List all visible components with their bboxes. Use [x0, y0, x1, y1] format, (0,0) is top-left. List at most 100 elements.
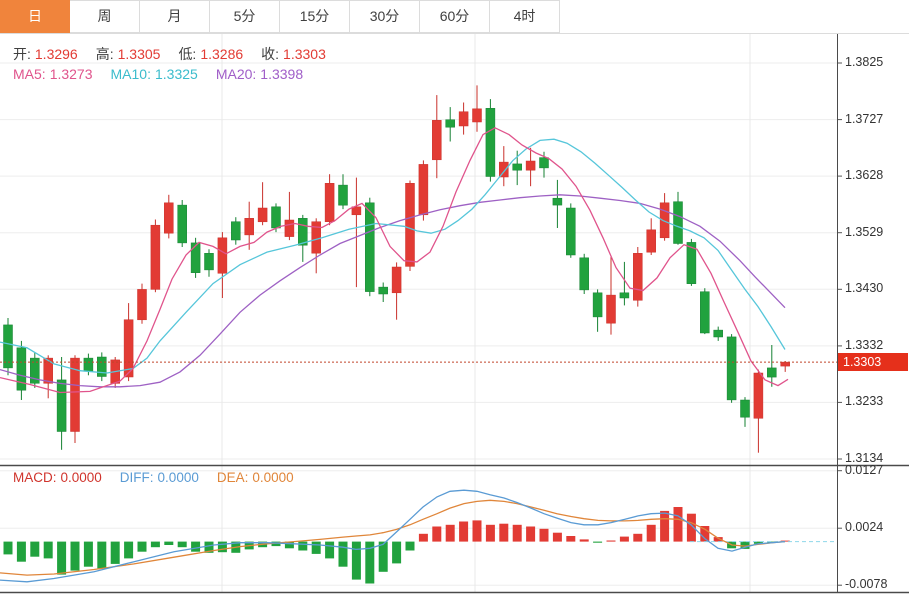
legend-item: DEA: 0.0000: [217, 470, 298, 485]
candle: [3, 318, 13, 376]
candle: [659, 193, 670, 241]
candle: [525, 147, 536, 187]
price-axis-label: 1.3628: [845, 168, 884, 183]
vertical-gridlines: [221, 34, 751, 592]
legend-label: MA5:: [13, 66, 46, 82]
legend-label: DEA:: [216, 470, 249, 485]
legend-value: 1.3398: [260, 66, 304, 82]
candle: [190, 237, 201, 278]
legend-item: 高: 1.3305: [96, 46, 165, 62]
macd-axis-label: 0.0024: [845, 520, 884, 535]
legend-value: 1.3303: [283, 46, 326, 62]
legend-label: 开:: [13, 46, 31, 62]
legend-item: 收: 1.3303: [261, 46, 330, 62]
candle: [405, 180, 415, 271]
ma10-line: [0, 138, 786, 374]
legend-label: DIFF:: [119, 470, 154, 485]
candle: [391, 262, 402, 320]
candle: [740, 397, 750, 427]
candle: [150, 219, 161, 293]
candle: [137, 283, 147, 324]
candle: [351, 177, 362, 288]
candle: [579, 253, 589, 294]
legend-value: 1.3325: [154, 66, 198, 82]
candle: [566, 203, 576, 258]
interval-tab[interactable]: 月: [140, 0, 210, 33]
macd-axis-label: 0.0127: [845, 462, 884, 477]
candle: [177, 200, 187, 247]
legend-item: MA10: 1.3325: [111, 66, 202, 82]
price-axis-label: 1.3727: [845, 111, 884, 126]
price-axis-label: 1.3332: [845, 337, 884, 352]
candle: [418, 160, 429, 221]
interval-tab[interactable]: 15分: [280, 0, 350, 33]
candle: [123, 303, 134, 382]
price-axis-label: 1.3825: [845, 55, 884, 69]
diff-line: [0, 489, 786, 583]
macd-histogram: [3, 507, 790, 584]
interval-tab[interactable]: 周: [70, 0, 140, 33]
candle: [472, 85, 482, 132]
price-axis-label: 1.3134: [845, 450, 884, 465]
legend-label: MACD:: [13, 470, 57, 485]
candle: [619, 261, 630, 306]
legend-item: DIFF: 0.0000: [120, 470, 203, 485]
candle: [713, 326, 723, 341]
price-axis-label: 1.3529: [845, 224, 884, 239]
legend-label: 收:: [261, 46, 280, 62]
macd-gridlines: [0, 470, 837, 586]
legend-label: MA10:: [110, 66, 151, 82]
legend-value: 1.3296: [34, 46, 78, 62]
legend-label: MA20:: [215, 66, 257, 82]
candle: [257, 182, 268, 226]
ohlc-quote-row: 开: 1.3296 高: 1.3305 低: 1.3286 收: 1.3303: [13, 44, 344, 64]
legend-value: 1.3273: [49, 66, 93, 82]
candle: [231, 217, 241, 245]
interval-tab[interactable]: 日: [0, 0, 70, 33]
legend-value: 0.0000: [252, 470, 294, 485]
interval-tab[interactable]: 5分: [210, 0, 280, 33]
candle: [30, 352, 40, 388]
legend-item: MACD: 0.0000: [13, 470, 106, 485]
macd-axis-label: -0.0078: [845, 577, 888, 592]
price-axis-label: 1.3430: [845, 281, 884, 296]
legend-value: 0.0000: [157, 470, 199, 485]
candle: [244, 201, 254, 250]
candle: [16, 340, 27, 400]
candle: [284, 191, 295, 241]
candle: [365, 197, 375, 297]
candle: [673, 191, 683, 245]
panel-borders: [0, 34, 909, 594]
legend-value: 1.3286: [200, 46, 244, 62]
candle: [485, 99, 496, 182]
candle: [700, 288, 710, 335]
candle: [324, 174, 335, 226]
legend-item: 低: 1.3286: [178, 46, 247, 62]
interval-tab[interactable]: 30分: [350, 0, 420, 33]
macd-legend-row: MACD: 0.0000 DIFF: 0.0000 DEA: 0.0000: [13, 470, 312, 485]
candlestick-series: [3, 85, 790, 453]
candle: [633, 247, 643, 307]
ma-legend-row: MA5: 1.3273 MA10: 1.3325 MA20: 1.3398: [13, 66, 321, 82]
ma5-line: [0, 127, 789, 394]
candle: [780, 361, 790, 372]
legend-item: MA5: 1.3273: [13, 66, 97, 82]
candle: [606, 256, 616, 335]
interval-tab[interactable]: 60分: [420, 0, 490, 33]
interval-tab[interactable]: 4时: [490, 0, 560, 33]
candle: [432, 95, 442, 179]
legend-label: 低:: [178, 46, 197, 62]
candle: [726, 334, 737, 403]
candle: [164, 194, 174, 239]
legend-item: MA20: 1.3398: [216, 66, 307, 82]
legend-item: 开: 1.3296: [13, 46, 82, 62]
ma20-line: [0, 194, 786, 388]
candle: [204, 249, 214, 277]
current-price-badge: 1.3303: [838, 353, 908, 372]
legend-label: 高:: [95, 46, 114, 62]
price-axis-label: 1.3233: [845, 394, 884, 409]
candle: [499, 146, 509, 187]
legend-value: 0.0000: [60, 470, 102, 485]
